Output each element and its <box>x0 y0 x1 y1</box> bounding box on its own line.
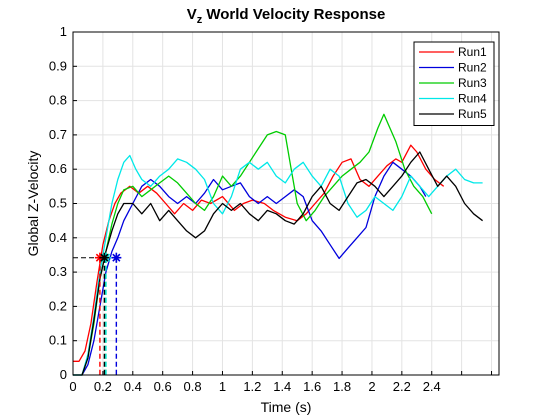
x-tick-label: 1.6 <box>303 379 321 394</box>
y-tick-label: 0.8 <box>49 93 67 108</box>
legend-item-run4: Run4 <box>419 92 487 106</box>
rise-time-markers <box>73 252 122 375</box>
legend-label: Run3 <box>458 76 487 90</box>
x-tick-label: 0.8 <box>184 379 202 394</box>
series-line-run4 <box>73 154 483 376</box>
y-tick-label: 0.4 <box>49 230 67 245</box>
series-line-run2 <box>73 161 427 376</box>
y-tick-label: 0.6 <box>49 161 67 176</box>
x-axis-label: Time (s) <box>261 399 312 415</box>
legend-item-run3: Run3 <box>419 76 487 90</box>
x-tick-label: 0.4 <box>124 379 142 394</box>
y-tick-label: 1 <box>60 24 67 39</box>
x-tick-label: 2.4 <box>423 379 441 394</box>
y-tick-label: 0.1 <box>49 333 67 348</box>
x-tick-label: 1.8 <box>333 379 351 394</box>
y-tick-label: 0.7 <box>49 127 67 142</box>
legend-item-run1: Run1 <box>419 45 487 59</box>
y-tick-label: 0 <box>60 367 67 382</box>
x-tick-label: 2 <box>368 379 375 394</box>
legend-box <box>413 41 495 126</box>
chart-title: Vz World Velocity Response <box>187 6 386 26</box>
x-axis-ticks: 0 0.2 0.4 0.6 0.8 1 1.2 1.4 1.6 1.8 2 2.2 2.4 <box>69 371 493 394</box>
x-tick-label: 1.4 <box>273 379 291 394</box>
legend-label: Run2 <box>458 61 487 75</box>
y-tick-label: 0.2 <box>49 298 67 313</box>
y-tick-label: 0.5 <box>49 196 67 211</box>
x-tick-label: 1.2 <box>243 379 261 394</box>
series-lines <box>73 113 483 376</box>
y-tick-label: 0.9 <box>49 58 67 73</box>
legend-label: Run4 <box>458 92 487 106</box>
legend-item-run5: Run5 <box>419 107 487 121</box>
x-tick-label: 0.2 <box>94 379 112 394</box>
series-line-run5 <box>73 151 483 376</box>
y-axis-ticks: 0 0.1 0.2 0.3 0.4 0.5 0.6 0.7 0.8 0.9 1 <box>49 24 77 382</box>
x-tick-label: 0.6 <box>154 379 172 394</box>
legend-item-run2: Run2 <box>419 61 487 75</box>
chart-title-rest: World Velocity Response <box>202 6 385 23</box>
x-tick-label: 0 <box>69 379 76 394</box>
chart-title-subscript: z <box>197 14 203 26</box>
y-axis-label: Global Z-Velocity <box>25 151 41 257</box>
series-line-run1 <box>73 144 445 362</box>
grid <box>72 31 499 376</box>
x-tick-label: 1 <box>219 379 226 394</box>
legend-label: Run1 <box>458 45 487 59</box>
rise-time-marker-run2 <box>111 252 122 263</box>
chart-title-main: V <box>187 6 197 23</box>
x-tick-label: 2.2 <box>393 379 411 394</box>
rise-time-marker-run5 <box>99 252 110 263</box>
legend-label: Run5 <box>458 107 487 121</box>
y-tick-label: 0.3 <box>49 264 67 279</box>
